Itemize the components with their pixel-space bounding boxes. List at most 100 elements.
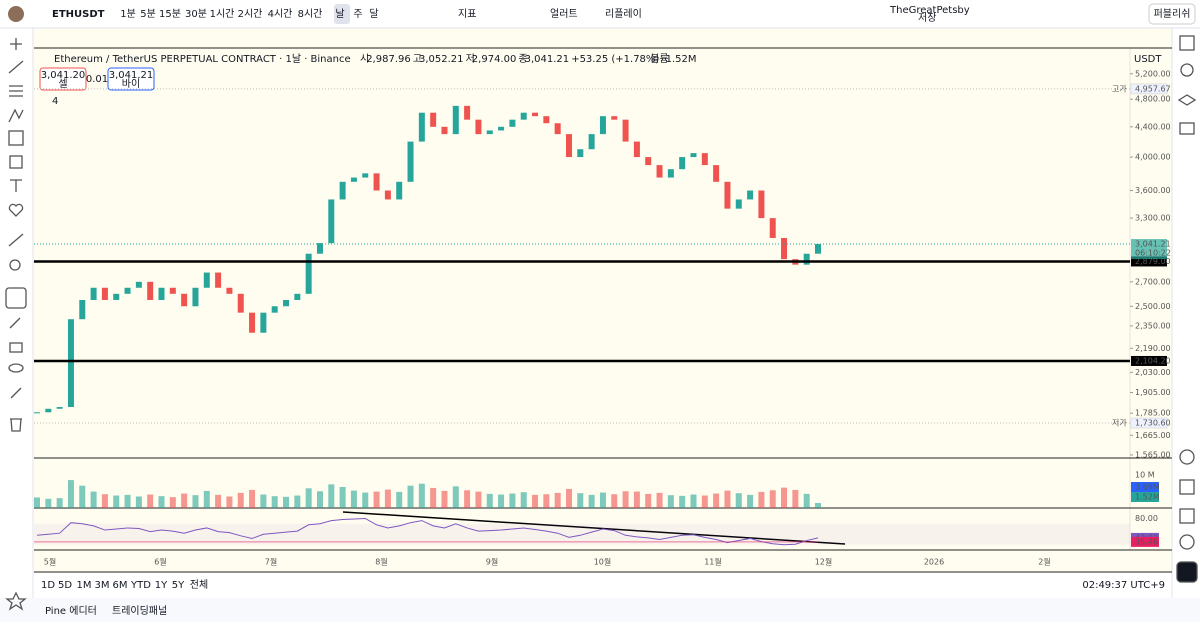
volume-bar [45,498,52,508]
tool-icon[interactable] [8,363,24,373]
interval[interactable]: 4시간 [268,8,293,20]
candle [79,299,86,320]
volume-bar [509,493,516,508]
side-icon[interactable] [1179,449,1195,465]
rsi-line [36,517,819,546]
price-axis [1129,47,1173,551]
countdown: 06:10:22 [1135,249,1171,258]
interval[interactable]: 2시간 [238,8,263,20]
x-tick-label: 6월 [154,557,166,567]
side-icon[interactable] [1179,122,1195,135]
tool-icon[interactable] [5,591,27,611]
range-button[interactable]: 5D [58,580,72,591]
volume-bar [294,495,301,508]
ohlc-text: 2,987.96 [366,54,411,65]
range-button[interactable]: YTD [130,580,151,591]
interval[interactable]: 15분 [159,8,181,20]
candle [124,287,131,294]
tool-icon[interactable] [8,60,24,74]
tool-icon[interactable] [10,179,22,192]
side-icon[interactable] [1179,508,1195,524]
side-icon[interactable] [1179,479,1195,495]
interval[interactable]: 달 [369,8,378,20]
side-icon[interactable] [1179,35,1195,51]
indicator-count[interactable]: 4 [52,96,58,107]
tool-icon[interactable] [9,259,21,271]
tool-icon[interactable] [10,38,22,50]
side-icon[interactable] [1180,63,1194,77]
ohlc-text: 고 [413,54,422,65]
volume-bar [90,491,97,508]
tool-icon[interactable] [8,130,24,146]
range-button[interactable]: 전체 [190,579,208,591]
low-label: 1,730.60 [1135,419,1171,428]
volume-bar [79,485,86,508]
tool-icon[interactable] [9,85,23,97]
high-tag: 고가 [1112,84,1127,93]
y-tick-label: 2,700.00 [1135,277,1171,286]
interval[interactable]: 8시간 [298,8,323,20]
tool-icon[interactable] [8,233,24,247]
sell-price[interactable]: 3,041.20 [41,70,86,81]
alert-button[interactable]: 얼러트 [550,8,578,20]
interval[interactable]: 5분 [140,8,156,20]
tool-icon[interactable] [10,387,22,399]
tool-icon[interactable] [9,342,23,353]
avatar[interactable] [8,6,24,22]
range-button[interactable]: 1M [77,580,92,591]
interval[interactable]: 1분 [120,8,136,20]
interval[interactable]: 주 [353,9,362,20]
username[interactable]: TheGreatPetsby [889,5,970,16]
side-icon[interactable] [1179,534,1195,550]
volume-bar [769,490,776,508]
interval[interactable]: 날 [335,8,344,20]
interval[interactable]: 30분 [185,8,207,20]
side-icon[interactable] [1176,561,1198,583]
save-status: 저장 [918,12,936,24]
sell-button[interactable] [39,67,87,91]
y-tick-label: 2,350.00 [1135,321,1171,330]
volume-bar [34,497,40,508]
ohlc-text: 종 [518,53,527,65]
low-badge [1130,417,1168,429]
buy-label[interactable]: 바이 [122,78,140,90]
range-button[interactable]: 5Y [172,580,185,591]
range-button[interactable]: 6M [113,580,128,591]
candle [67,319,74,408]
tool-icon[interactable] [9,155,23,169]
ohlc-text: 3,041.21 [525,54,570,65]
volume-bar [203,490,210,508]
indicators-button[interactable]: 지표 [458,8,476,20]
y-tick-label: 1,905.00 [1135,388,1171,397]
footer-tab[interactable]: 트레이딩패널 [112,605,167,617]
replay-button[interactable]: 리플레이 [605,8,642,20]
publish-frame[interactable] [1148,3,1196,25]
volume-bar [350,490,357,508]
tool-icon[interactable] [9,317,21,329]
buy-price[interactable]: 3,041.21 [109,70,154,81]
footer-tab[interactable]: Pine 에디터 [45,605,97,617]
candle [656,165,663,178]
tool-icon[interactable] [8,203,24,217]
tool-icon[interactable] [8,108,24,123]
publish-button[interactable]: 퍼블리쉬 [1154,8,1191,20]
tool-icon[interactable] [10,418,22,432]
candle [418,112,425,142]
sell-label[interactable]: 셀 [58,78,67,90]
candle [362,173,369,178]
rsi-badge [1131,536,1159,547]
candle [56,407,63,409]
volume-bar [158,496,165,508]
range-button[interactable]: 1Y [155,580,168,591]
range-button[interactable]: 3M [95,580,110,591]
tool-icon[interactable] [5,287,27,309]
range-button[interactable]: 1D [41,580,55,591]
side-icon[interactable] [1177,94,1197,106]
symbol[interactable]: ETHUSDT [52,9,105,20]
interval[interactable]: 1시간 [210,8,235,20]
volume-bar [407,485,414,508]
buy-button[interactable] [107,67,155,91]
volume-bar [532,494,539,508]
candle [667,169,674,178]
